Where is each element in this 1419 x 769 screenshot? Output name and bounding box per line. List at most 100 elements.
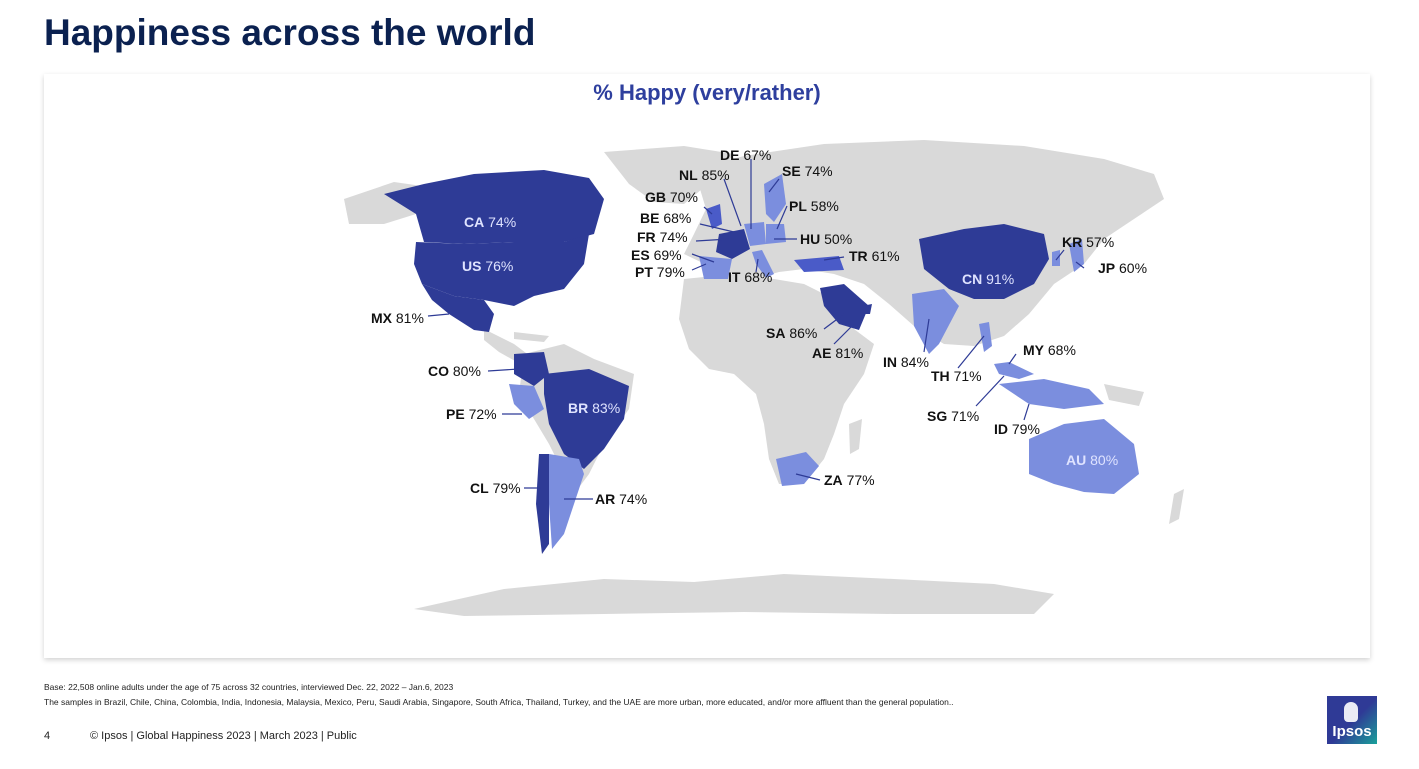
country-poland — [766, 224, 786, 244]
country-chile — [536, 454, 549, 554]
country-usa — [414, 234, 589, 306]
leader-gb — [703, 206, 713, 215]
label-mx: MX 81% — [371, 310, 424, 326]
label-se: SE 74% — [782, 163, 833, 179]
country-malaysia — [994, 362, 1034, 379]
leader-be — [699, 223, 735, 233]
leader-es — [691, 253, 715, 263]
label-pt: PT 79% — [635, 264, 685, 280]
world-map: CA 74% US 76% MX 81% CO 80% PE 72% BR 83… — [344, 140, 1184, 616]
label-gb: GB 70% — [645, 189, 698, 205]
label-hu: HU 50% — [800, 231, 852, 247]
label-jp: JP 60% — [1098, 260, 1147, 276]
label-th: TH 71% — [931, 368, 982, 384]
leader-co — [487, 368, 520, 372]
label-sg: SG 71% — [927, 408, 979, 424]
map-panel: % Happy (very/rather) — [44, 74, 1370, 658]
label-sa: SA 86% — [766, 325, 817, 341]
leader-se — [768, 178, 780, 193]
label-be: BE 68% — [640, 210, 691, 226]
land-greenland — [604, 146, 734, 204]
sample-note: The samples in Brazil, Chile, China, Col… — [44, 697, 954, 707]
label-pe: PE 72% — [446, 406, 497, 422]
country-labels: CA 74% US 76% MX 81% CO 80% PE 72% BR 83… — [371, 147, 1147, 507]
page-title: Happiness across the world — [44, 12, 536, 53]
label-za: ZA 77% — [824, 472, 875, 488]
label-us: US 76% — [462, 258, 513, 274]
label-es: ES 69% — [631, 247, 682, 263]
country-thailand — [979, 322, 992, 352]
label-pl: PL 58% — [789, 198, 839, 214]
label-br: BR 83% — [568, 400, 620, 416]
leader-my — [1008, 353, 1017, 365]
map-title: % Happy (very/rather) — [593, 80, 821, 105]
leader-it — [755, 258, 759, 273]
country-uae — [862, 304, 872, 314]
label-au: AU 80% — [1066, 452, 1118, 468]
label-my: MY 68% — [1023, 342, 1076, 358]
country-shapes — [384, 170, 1139, 554]
logo-text: Ipsos — [1332, 723, 1372, 740]
leader-lines — [427, 159, 1085, 500]
country-colombia — [514, 352, 549, 386]
country-spain-portugal — [699, 256, 732, 279]
country-china — [919, 224, 1049, 299]
leader-id — [1023, 403, 1030, 421]
country-mexico — [422, 284, 494, 332]
ipsos-logo: Ipsos — [1327, 696, 1377, 744]
label-fr: FR 74% — [637, 229, 688, 245]
leader-pt — [691, 263, 707, 271]
base-note: Base: 22,508 online adults under the age… — [44, 682, 454, 692]
logo-figure-icon — [1344, 702, 1358, 722]
leader-ae — [833, 313, 865, 345]
country-france — [716, 229, 750, 259]
label-id: ID 79% — [994, 421, 1040, 437]
country-peru — [509, 384, 544, 419]
country-indonesia — [999, 379, 1104, 409]
leader-mx — [427, 313, 450, 317]
land-caribbean — [514, 332, 549, 342]
label-nl: NL 85% — [679, 167, 730, 183]
country-italy — [752, 250, 774, 278]
label-tr: TR 61% — [849, 248, 900, 264]
country-germany — [744, 222, 766, 246]
land-png — [1104, 384, 1144, 406]
label-ae: AE 81% — [812, 345, 863, 361]
country-brazil — [544, 369, 629, 469]
country-argentina — [549, 454, 584, 549]
footer: 4 © Ipsos | Global Happiness 2023 | Marc… — [44, 730, 357, 742]
land-new-zealand — [1169, 489, 1184, 524]
label-in: IN 84% — [883, 354, 929, 370]
label-co: CO 80% — [428, 363, 481, 379]
land-africa — [679, 274, 874, 484]
leader-pl — [776, 205, 788, 230]
label-kr: KR 57% — [1062, 234, 1114, 250]
label-cn: CN 91% — [962, 271, 1014, 287]
label-cl: CL 79% — [470, 480, 521, 496]
country-turkey — [794, 256, 844, 272]
leader-jp — [1075, 261, 1085, 269]
land-antarctica — [414, 574, 1054, 616]
country-uk — [706, 204, 722, 229]
country-japan — [1069, 239, 1084, 272]
country-korea — [1052, 250, 1060, 266]
leader-tr — [823, 256, 845, 261]
leader-za — [795, 473, 821, 481]
leader-fr — [695, 238, 730, 242]
leader-in — [923, 318, 930, 353]
footer-text: © Ipsos | Global Happiness 2023 | March … — [90, 730, 357, 742]
leader-kr — [1055, 249, 1065, 261]
leader-sg — [975, 375, 1005, 407]
label-it: IT 68% — [728, 269, 772, 285]
country-saudi-arabia — [820, 284, 869, 330]
page-number: 4 — [44, 730, 51, 742]
leader-sa — [823, 313, 845, 330]
country-australia — [1029, 419, 1139, 494]
land-madagascar — [849, 419, 862, 454]
country-sweden — [764, 174, 786, 222]
leader-nl — [723, 178, 742, 227]
country-canada — [384, 170, 604, 244]
country-india — [912, 289, 959, 354]
label-ca: CA 74% — [464, 214, 516, 230]
label-de: DE 67% — [720, 147, 771, 163]
